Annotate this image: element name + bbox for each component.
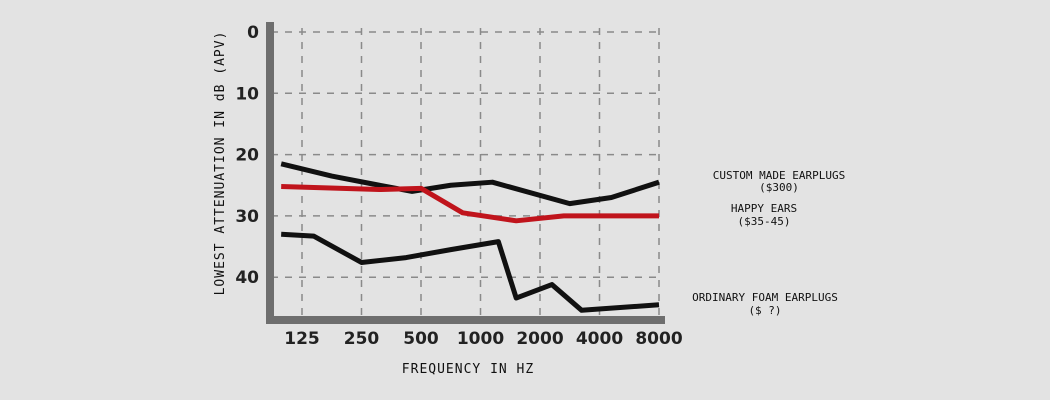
x-tick-label-2: 500	[403, 329, 439, 349]
x-tick-label-6: 8000	[635, 329, 682, 349]
x-tick-labels: 125 250 500 1000 2000 4000 8000	[284, 329, 683, 349]
legend-happy-price: ($35-45)	[738, 215, 791, 228]
y-tick-labels: 0 10 20 30 40	[235, 23, 259, 288]
x-tick-label-4: 2000	[516, 329, 563, 349]
y-tick-label-3: 30	[235, 207, 259, 227]
x-tick-label-1: 250	[344, 329, 380, 349]
y-axis-line	[266, 22, 274, 322]
series-line-2	[281, 231, 660, 313]
y-tick-label-0: 0	[247, 23, 259, 43]
legend-custom-name: CUSTOM MADE EARPLUGS	[713, 169, 845, 182]
legend-happy-name: HAPPY EARS	[731, 202, 797, 215]
x-axis-label: FREQUENCY IN HZ	[402, 362, 534, 377]
y-tick-label-1: 10	[235, 84, 259, 104]
series-lines	[280, 161, 660, 313]
y-axis-label: LOWEST ATTENUATION IN dB (APV)	[213, 31, 228, 296]
x-axis-line	[266, 316, 665, 324]
series-line-1	[281, 183, 659, 224]
y-tick-label-4: 40	[235, 268, 259, 288]
y-tick-label-2: 20	[235, 146, 259, 166]
legend-custom-price: ($300)	[759, 181, 799, 194]
x-tick-label-3: 1000	[457, 329, 504, 349]
legend: CUSTOM MADE EARPLUGS ($300) HAPPY EARS (…	[692, 169, 845, 317]
x-tick-label-0: 125	[284, 329, 320, 349]
series-line-0	[280, 161, 660, 207]
x-tick-label-5: 4000	[576, 329, 623, 349]
legend-foam-name: ORDINARY FOAM EARPLUGS	[692, 291, 838, 304]
legend-foam-price: ($ ?)	[748, 304, 781, 317]
axes	[266, 22, 665, 324]
